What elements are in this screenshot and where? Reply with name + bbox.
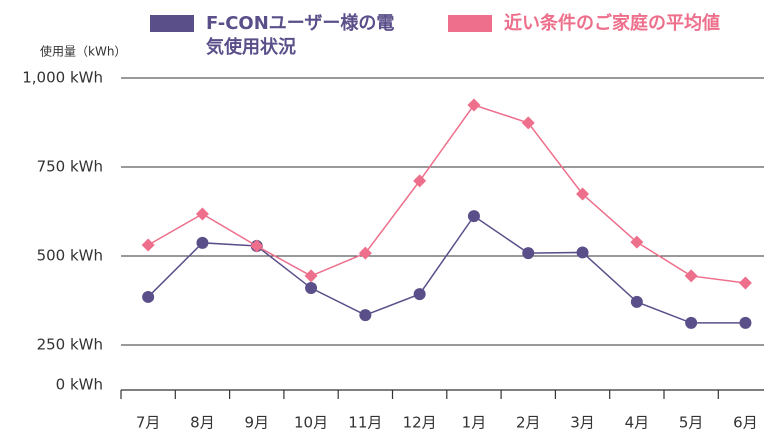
x-tick-label: 7月 [136, 414, 161, 432]
x-tick-label: 3月 [570, 414, 595, 432]
series-line [147, 104, 746, 284]
legend-label: F-CONユーザー様の電気使用状況 [206, 13, 395, 58]
data-point [359, 309, 372, 322]
data-point [195, 207, 209, 221]
data-point [305, 282, 318, 295]
x-tick-label: 4月 [625, 414, 650, 432]
data-point [521, 116, 535, 130]
legend-swatch [448, 15, 492, 32]
series-line [147, 215, 746, 324]
y-tick-label: 1,000 kWh [22, 69, 103, 87]
data-point [467, 210, 480, 223]
legend-label: 近い条件のご家庭の平均値 [504, 13, 720, 34]
x-tick-label: 6月 [733, 414, 758, 432]
data-point [684, 269, 698, 283]
data-point [413, 174, 427, 188]
data-point [413, 288, 426, 301]
y-axis-label: 使用量（kWh） [40, 44, 126, 59]
data-point [467, 98, 481, 112]
data-point [522, 247, 535, 260]
x-tick-label: 8月 [190, 414, 215, 432]
data-point [358, 246, 372, 260]
data-point [304, 269, 318, 283]
data-point [250, 239, 264, 253]
data-point [739, 316, 752, 329]
data-point [630, 295, 643, 308]
data-point [141, 238, 155, 252]
legend-item: 近い条件のご家庭の平均値 [448, 12, 720, 36]
data-point [576, 246, 589, 259]
legend-swatch [150, 15, 194, 32]
data-point [196, 236, 209, 249]
y-tick-label: 0 kWh [56, 376, 103, 394]
data-point [738, 276, 752, 290]
x-tick-label: 2月 [516, 414, 541, 432]
data-point [142, 290, 155, 303]
x-tick-label: 5月 [679, 414, 704, 432]
x-tick-label: 9月 [244, 414, 269, 432]
x-tick-label: 11月 [348, 414, 382, 432]
x-tick-label: 10月 [294, 414, 328, 432]
y-tick-label: 500 kWh [37, 247, 103, 265]
data-point [685, 316, 698, 329]
y-tick-label: 750 kWh [37, 158, 103, 176]
data-point [630, 235, 644, 249]
x-tick-label: 12月 [403, 414, 437, 432]
y-tick-label: 250 kWh [37, 336, 103, 354]
x-tick-label: 1月 [462, 414, 487, 432]
legend-item: F-CONユーザー様の電気使用状況 [150, 12, 410, 60]
data-point [576, 187, 590, 201]
